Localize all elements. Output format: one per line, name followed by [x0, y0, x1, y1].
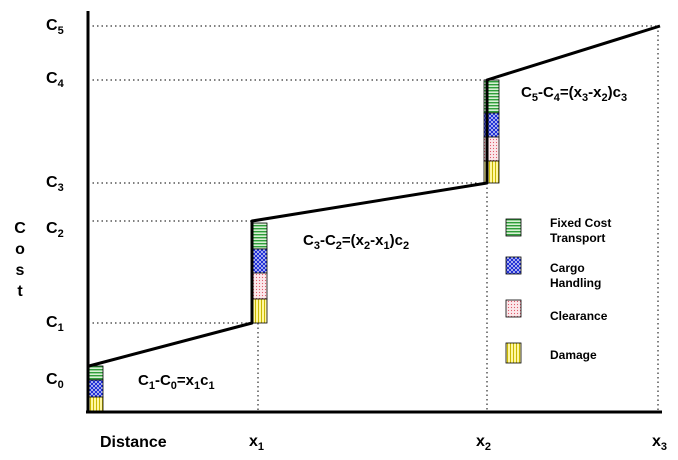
equation-text: C — [138, 372, 149, 389]
label-x2: x2 — [476, 433, 491, 453]
equation-subscript: 3 — [621, 92, 627, 104]
label-c1: C1 — [46, 314, 64, 334]
equation-text: )c — [608, 84, 621, 101]
equation-text: C — [521, 84, 532, 101]
legend: Fixed Cost Transport Cargo Handling Cleara… — [505, 216, 611, 364]
equation-subscript: 1 — [194, 380, 200, 392]
equation-text: -C — [155, 372, 171, 389]
stack-x1-clearance — [251, 272, 268, 300]
y-axis-label: C o s t — [14, 220, 26, 300]
label-c0: C0 — [46, 371, 64, 391]
equation-subscript: 2 — [336, 240, 342, 252]
y-axis-letter: t — [17, 283, 23, 300]
equation-subscript: 2 — [403, 240, 409, 252]
stack-origin — [87, 365, 104, 413]
legend-swatch-damage — [505, 342, 522, 364]
equation-subscript: 1 — [209, 380, 215, 392]
legend-label-fixed-cost: Fixed Cost Transport — [550, 216, 611, 245]
x-axis-label: Distance — [100, 434, 167, 451]
equation-subscript: 3 — [314, 240, 320, 252]
equation-text: -C — [320, 232, 336, 249]
equation-segment-3: C5-C4=(x3-x2)c3 — [521, 84, 627, 104]
legend-swatch-clearance — [505, 299, 522, 318]
cost-level-labels: C5 C4 C3 C2 C1 C0 — [46, 17, 65, 391]
stack-x1-damage — [251, 298, 268, 324]
legend-label-cargo-handling: Cargo Handling — [550, 261, 601, 290]
equation-text: -C — [538, 84, 554, 101]
equation-segment-1: C1-C0=x1c1 — [138, 372, 215, 392]
equation-subscript: 1 — [149, 380, 155, 392]
equation-subscript: 0 — [171, 380, 177, 392]
equation-subscript: 3 — [582, 92, 588, 104]
equation-text: C — [303, 232, 314, 249]
equation-text: -x — [370, 232, 384, 249]
equation-text: )c — [390, 232, 403, 249]
legend-label-damage: Damage — [550, 348, 597, 362]
equation-subscript: 2 — [602, 92, 608, 104]
label-c5: C5 — [46, 17, 64, 37]
legend-swatch-cargo-handling — [505, 256, 522, 275]
legend-label-clearance: Clearance — [550, 309, 608, 323]
y-axis-letter: o — [15, 241, 25, 258]
stack-x1-cargo-handling — [251, 248, 268, 274]
equation-text: =x — [177, 372, 195, 389]
stack-origin-cargo-handling — [87, 379, 104, 398]
equation-text: c — [200, 372, 208, 389]
equation-subscript: 4 — [554, 92, 561, 104]
label-c2: C2 — [46, 220, 64, 240]
equation-subscript: 5 — [532, 92, 538, 104]
y-axis-letter: s — [16, 262, 25, 279]
cost-curve — [88, 24, 661, 368]
legend-swatch-fixed-cost — [505, 218, 522, 237]
guide-lines — [88, 25, 659, 412]
equation-subscript: 1 — [384, 240, 390, 252]
equation-text: =(x — [342, 232, 365, 249]
stack-origin-fixed-cost — [87, 365, 104, 381]
equation-segment-2: C3-C2=(x2-x1)c2 — [303, 232, 409, 252]
label-x1: x1 — [249, 433, 264, 453]
equation-subscript: 2 — [364, 240, 370, 252]
label-c3: C3 — [46, 174, 64, 194]
stack-origin-damage — [87, 396, 104, 413]
label-x3: x3 — [652, 433, 667, 453]
equation-text: -x — [588, 84, 602, 101]
equation-text: =(x — [560, 84, 583, 101]
stack-x1 — [251, 222, 268, 324]
label-c4: C4 — [46, 70, 65, 90]
stack-x1-fixed-cost — [251, 222, 268, 250]
y-axis-letter: C — [14, 220, 26, 237]
